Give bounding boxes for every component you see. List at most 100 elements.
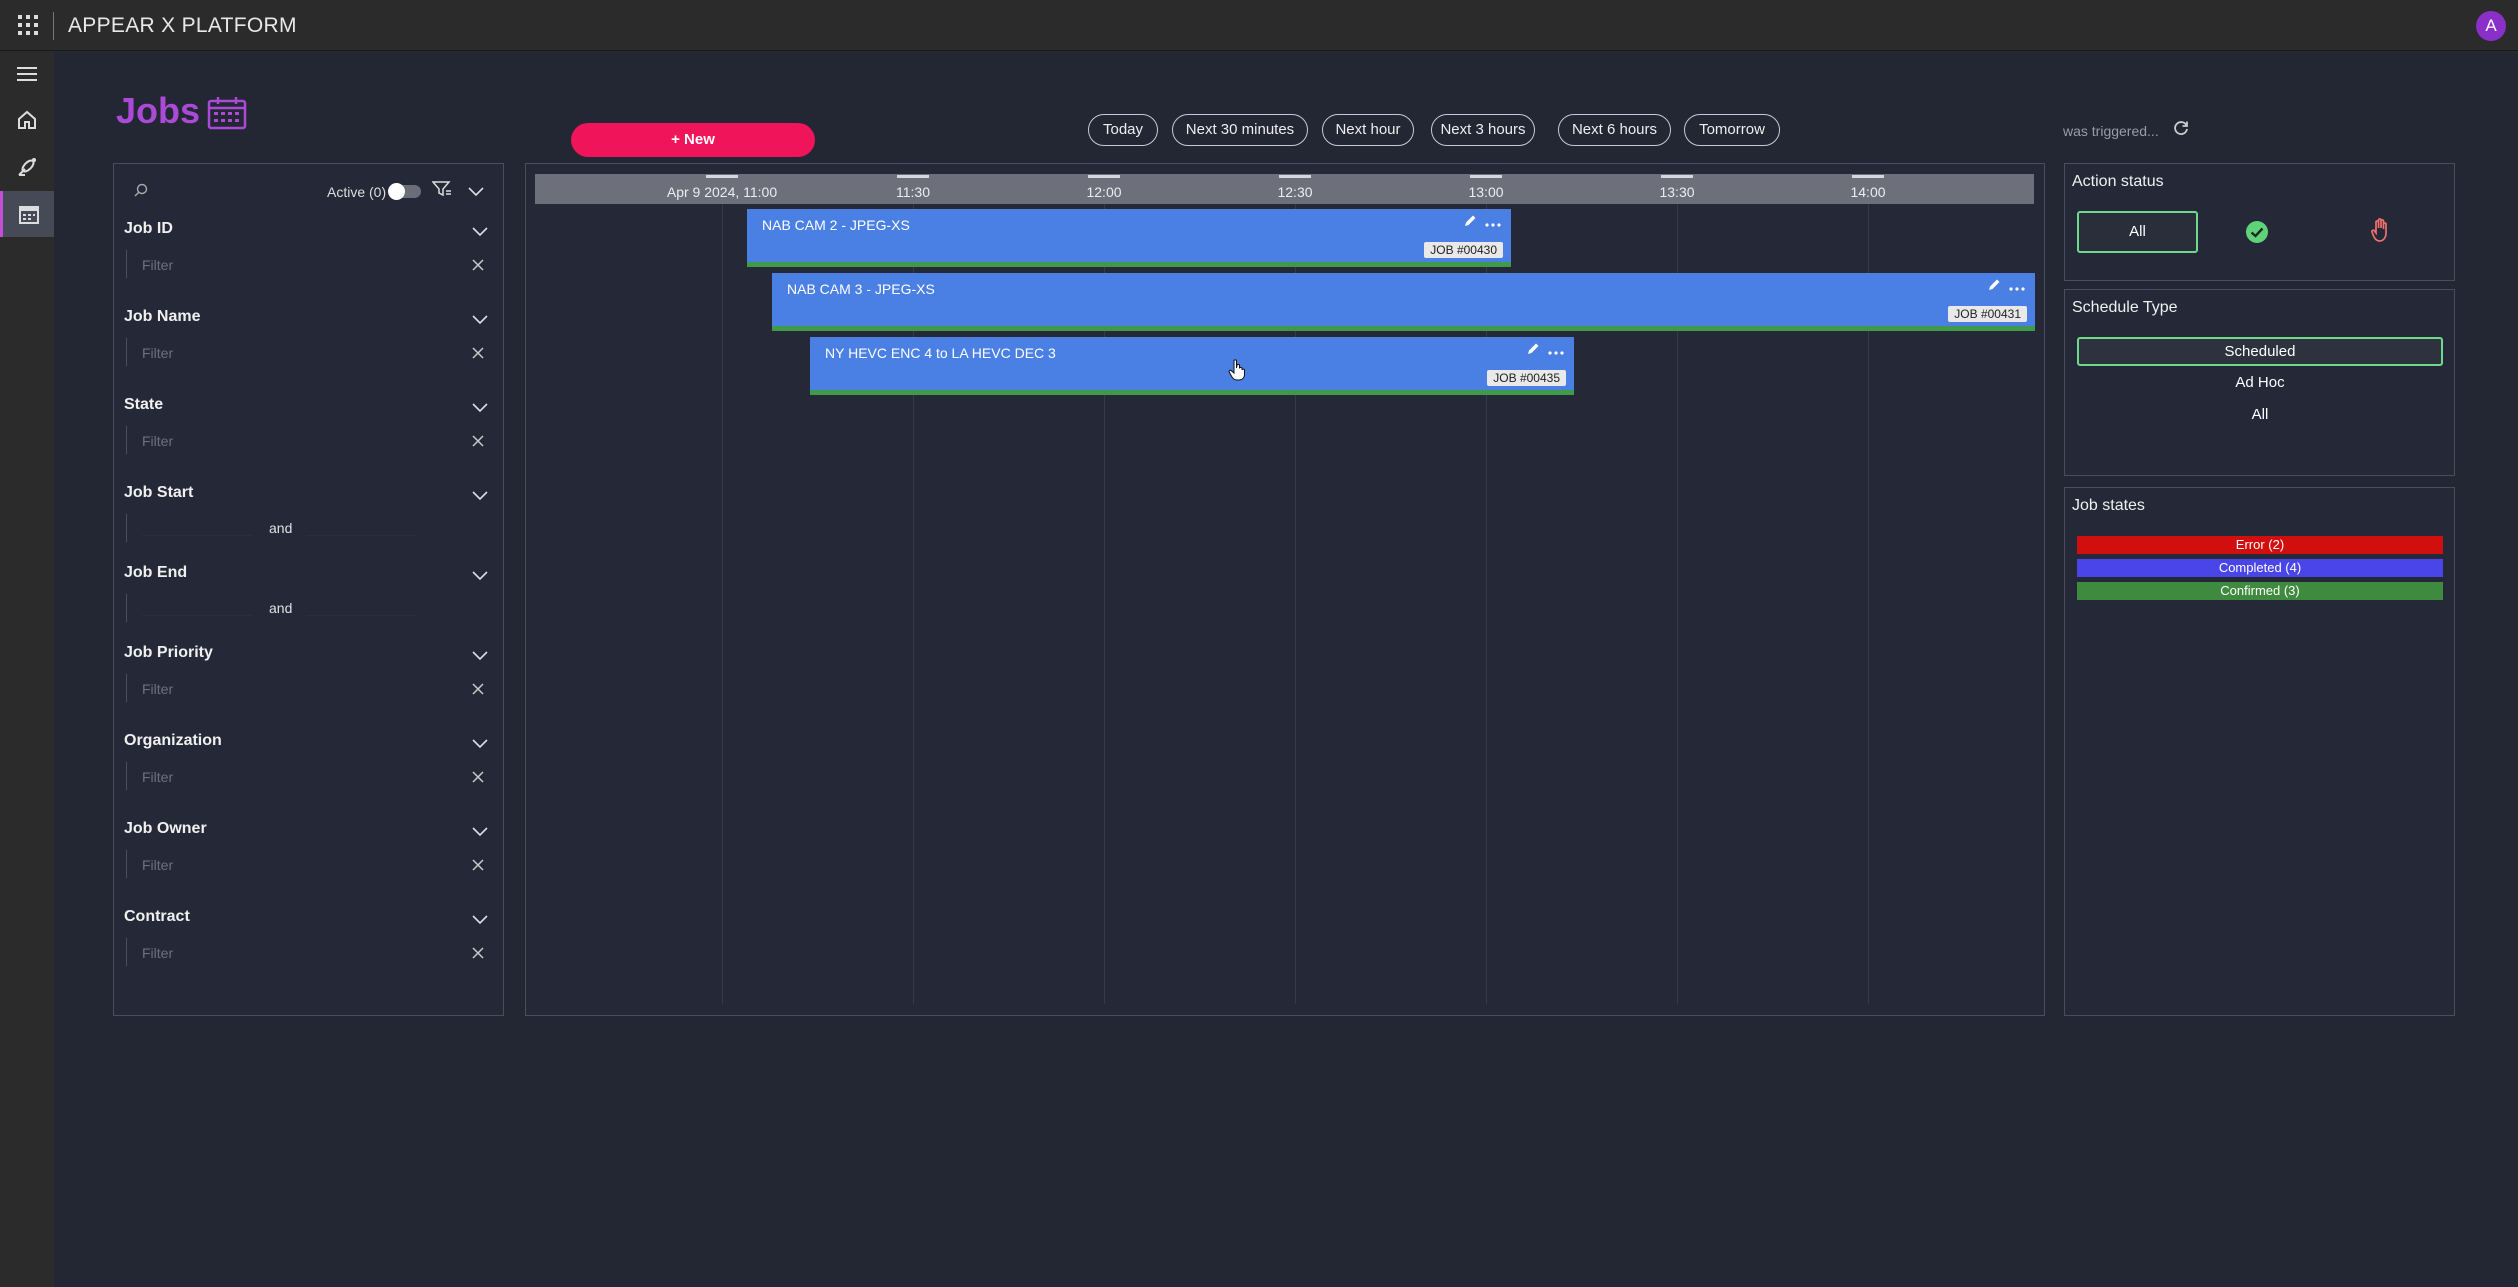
job-bar[interactable]: NY HEVC ENC 4 to LA HEVC DEC 3 JOB #0043… [810,337,1574,395]
close-icon[interactable] [472,770,484,788]
job-start-from-input[interactable] [142,520,252,536]
job-bar[interactable]: NAB CAM 3 - JPEG-XS JOB #00431 [772,273,2035,331]
pencil-icon[interactable] [1463,214,1477,233]
range-next-hour-button[interactable]: Next hour [1322,114,1414,146]
filter-section-title: Job ID [124,220,173,237]
search-icon[interactable] [134,183,148,202]
job-end-to-input[interactable] [306,600,416,616]
filter-indent-line [126,250,127,278]
job-start-to-input[interactable] [306,520,416,536]
chevron-down-icon[interactable] [472,568,488,586]
job-states-title: Job states [2072,497,2145,514]
home-icon[interactable] [0,97,54,143]
close-icon[interactable] [472,682,484,700]
active-filter-toggle[interactable] [388,183,421,200]
organization-filter-input[interactable] [142,766,462,788]
more-options-icon[interactable] [1547,343,1565,361]
range-and-label: and [269,600,293,616]
chevron-down-icon[interactable] [468,184,484,202]
filter-indent-line [126,338,127,366]
close-icon[interactable] [472,946,484,964]
job-name: NAB CAM 2 - JPEG-XS [762,217,910,233]
filter-section-title: Job End [124,564,188,581]
job-id-badge: JOB #00431 [1948,306,2027,322]
range-tomorrow-button[interactable]: Tomorrow [1684,114,1780,146]
calendar-icon[interactable] [207,96,247,135]
timeline-panel: Apr 9 2024, 11:00 11:30 12:00 12:30 13:0… [525,163,2045,1016]
new-job-button[interactable]: + New [571,123,815,157]
chevron-down-icon[interactable] [472,312,488,330]
job-end-from-input[interactable] [142,600,252,616]
tick-mark [1852,175,1884,178]
schedule-type-title: Schedule Type [2072,299,2178,316]
chevron-down-icon[interactable] [472,648,488,666]
pencil-icon[interactable] [1526,342,1540,361]
filter-indent-line [126,762,127,790]
filter-indent-line [126,594,127,622]
hand-cursor-icon [1228,359,1246,386]
pencil-icon[interactable] [1987,278,2001,297]
schedule-type-panel: Schedule Type Scheduled Ad Hoc All [2064,289,2455,476]
action-status-all-button[interactable]: All [2077,211,2198,253]
chevron-down-icon[interactable] [472,736,488,754]
satellite-icon[interactable] [0,144,54,190]
tick-mark [1470,175,1502,178]
tick-label: 11:30 [896,184,930,200]
job-name-filter-input[interactable] [142,342,462,364]
job-name: NAB CAM 3 - JPEG-XS [787,281,935,297]
tick-label: 13:00 [1468,184,1504,200]
close-icon[interactable] [472,434,484,452]
avatar[interactable]: A [2476,11,2506,41]
filter-indent-line [126,426,127,454]
filter-section-title: Job Start [124,484,194,501]
close-icon[interactable] [472,346,484,364]
action-status-title: Action status [2072,173,2164,190]
stop-hand-icon[interactable] [2371,217,2393,248]
schedule-option-scheduled[interactable]: Scheduled [2077,337,2443,366]
job-bar[interactable]: NAB CAM 2 - JPEG-XS JOB #00430 [747,209,1511,267]
more-options-icon[interactable] [2008,279,2026,297]
range-today-button[interactable]: Today [1088,114,1158,146]
chevron-down-icon[interactable] [472,224,488,242]
tick-mark [1661,175,1693,178]
job-state-confirmed[interactable]: Confirmed (3) [2077,582,2443,600]
schedule-option-ad-hoc[interactable]: Ad Hoc [2235,374,2285,391]
trigger-status-text: was triggered... [2063,123,2159,139]
gridline [1486,204,1487,1004]
top-bar: APPEAR X PLATFORM A [0,0,2518,51]
range-next-3-hours-button[interactable]: Next 3 hours [1431,114,1535,146]
apps-grid-icon[interactable] [18,15,38,35]
refresh-icon[interactable] [2172,120,2190,143]
tick-mark [706,175,738,178]
chevron-down-icon[interactable] [472,824,488,842]
contract-filter-input[interactable] [142,942,462,964]
gridline [1295,204,1296,1004]
filter-indent-line [126,850,127,878]
gridline [1868,204,1869,1004]
close-icon[interactable] [472,258,484,276]
chevron-down-icon[interactable] [472,488,488,506]
menu-icon[interactable] [0,51,54,97]
time-axis[interactable]: Apr 9 2024, 11:00 11:30 12:00 12:30 13:0… [535,174,2034,204]
state-filter-input[interactable] [142,430,462,452]
tick-label: 12:30 [1277,184,1313,200]
check-circle-icon[interactable] [2245,220,2269,249]
job-state-error[interactable]: Error (2) [2077,536,2443,554]
scheduler-icon[interactable] [0,191,54,237]
range-next-30-minutes-button[interactable]: Next 30 minutes [1172,114,1308,146]
more-options-icon[interactable] [1484,215,1502,233]
chevron-down-icon[interactable] [472,912,488,930]
job-state-completed[interactable]: Completed (4) [2077,559,2443,577]
filter-section-title: State [124,396,164,413]
job-priority-filter-input[interactable] [142,678,462,700]
job-owner-filter-input[interactable] [142,854,462,876]
range-next-6-hours-button[interactable]: Next 6 hours [1558,114,1671,146]
close-icon[interactable] [472,858,484,876]
schedule-option-all[interactable]: All [2251,406,2269,423]
job-name: NY HEVC ENC 4 to LA HEVC DEC 3 [825,345,1056,361]
job-id-filter-input[interactable] [142,254,462,276]
chevron-down-icon[interactable] [472,400,488,418]
filter-section-title: Job Priority [124,644,213,661]
sidebar [0,51,54,1287]
filter-funnel-icon[interactable] [431,180,452,203]
